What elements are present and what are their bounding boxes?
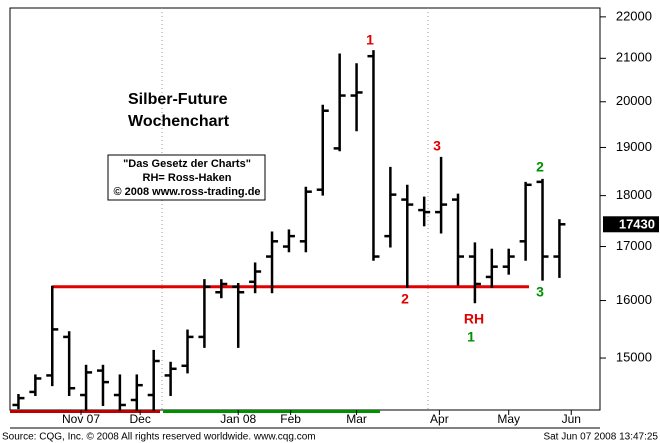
annotation: RH	[464, 311, 484, 327]
footer-date: Sat Jun 07 2008 13:47:25	[543, 432, 658, 443]
annotation: 3	[433, 138, 441, 154]
chart-subtitle: Wochenchart	[128, 113, 230, 130]
strip	[10, 410, 160, 413]
annotation: 2	[401, 291, 409, 307]
y-tick-label: 19000	[616, 139, 652, 154]
y-tick-label: 15000	[616, 349, 652, 364]
info-box	[107, 154, 266, 201]
x-tick-label: Feb	[280, 412, 301, 426]
info-line: "Das Gesetz der Charts"	[123, 158, 251, 170]
strip	[163, 410, 380, 413]
x-tick-label: Nov 07	[62, 412, 100, 426]
last-price-label: 17430	[619, 217, 655, 232]
y-tick-label: 16000	[616, 292, 652, 307]
x-tick-label: Dec	[130, 412, 151, 426]
y-tick-label: 17000	[616, 238, 652, 253]
annotation: 1	[366, 32, 374, 48]
chart-title: Silber-Future	[128, 91, 228, 108]
info-line: RH= Ross-Haken	[143, 172, 232, 184]
annotation: 3	[536, 284, 544, 300]
x-tick-label: Jan 08	[220, 412, 256, 426]
x-tick-label: May	[497, 412, 520, 426]
annotation: 2	[536, 159, 544, 175]
y-tick-label: 18000	[616, 187, 652, 202]
x-tick-label: Apr	[430, 412, 449, 426]
annotation: 1	[467, 329, 475, 345]
x-tick-label: Mar	[346, 412, 367, 426]
last-price-box	[603, 216, 659, 233]
y-tick-label: 21000	[616, 50, 652, 65]
y-tick-label: 22000	[616, 8, 652, 23]
info-line: © 2008 www.ross-trading.de	[113, 186, 260, 198]
footer-source: Source: CQG, Inc. © 2008 All rights rese…	[2, 432, 316, 443]
y-tick-label: 20000	[616, 93, 652, 108]
x-tick-label: Jun	[562, 412, 581, 426]
